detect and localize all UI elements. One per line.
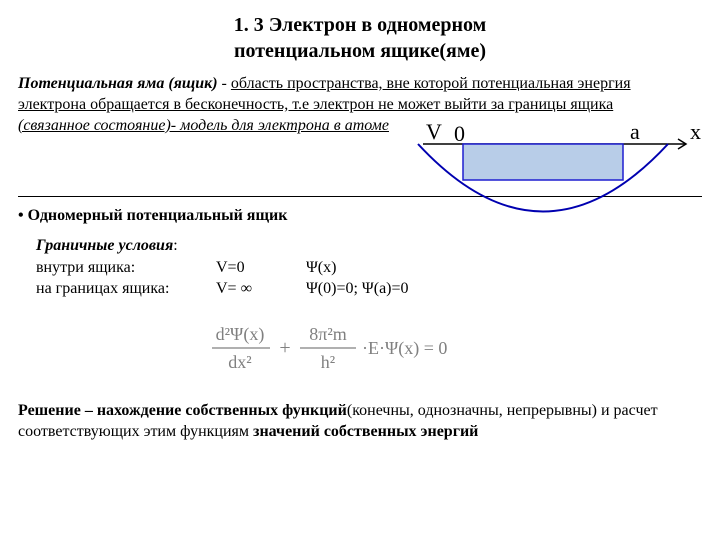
cond-row1-v: V=0 [216,257,306,279]
title-line-1: 1. 3 Электрон в одномерном [234,14,487,36]
cond-row1-psi: Ψ(x) [306,257,476,279]
solution-lead: Решение – нахождение собственных функций [18,402,347,419]
eq-plus: + [279,337,290,359]
cond-row2-psi: Ψ(0)=0; Ψ(a)=0 [306,278,476,300]
title-line-2: потенциальном ящике(яме) [234,40,486,62]
eq-tail: ·E·Ψ(x) = 0 [362,338,447,359]
schrodinger-equation: d²Ψ(x) dx² + 8π²m h² ·E·Ψ(x) = 0 [18,318,702,383]
definition-italic: (связанное состояние)- модель для электр… [18,117,389,134]
diagram-label-x: x [690,118,701,147]
diagram-label-V: V [426,118,442,147]
cond-title: Граничные условия [36,237,173,254]
boundary-conditions: Граничные условия: внутри ящика: V=0 Ψ(x… [36,235,702,300]
eq-frac2-top: 8π²m [309,324,347,344]
definition-term: Потенциальная яма (ящик) [18,75,218,92]
definition-dash: - [218,75,231,92]
eq-frac2-bot: h² [321,352,335,372]
cond-row1-label: внутри ящика: [36,257,216,279]
diagram-svg [408,124,698,234]
cond-table: внутри ящика: V=0 Ψ(x) на границах ящика… [36,257,702,300]
solution-text: Решение – нахождение собственных функций… [18,401,702,443]
cond-row2-label: на границах ящика: [36,278,216,300]
solution-bold2: значений собственных энергий [253,423,478,440]
page-title: 1. 3 Электрон в одномерном потенциальном… [18,12,702,64]
eq-frac1-bot: dx² [228,352,251,372]
cond-row2-v: V= ∞ [216,278,306,300]
diagram-label-a: a [630,118,640,147]
diagram-label-0: 0 [454,120,465,149]
potential-well-diagram: V 0 a x [408,124,698,234]
definition-block: Потенциальная яма (ящик) - область прост… [18,74,702,136]
eq-frac1-top: d²Ψ(x) [216,324,265,345]
